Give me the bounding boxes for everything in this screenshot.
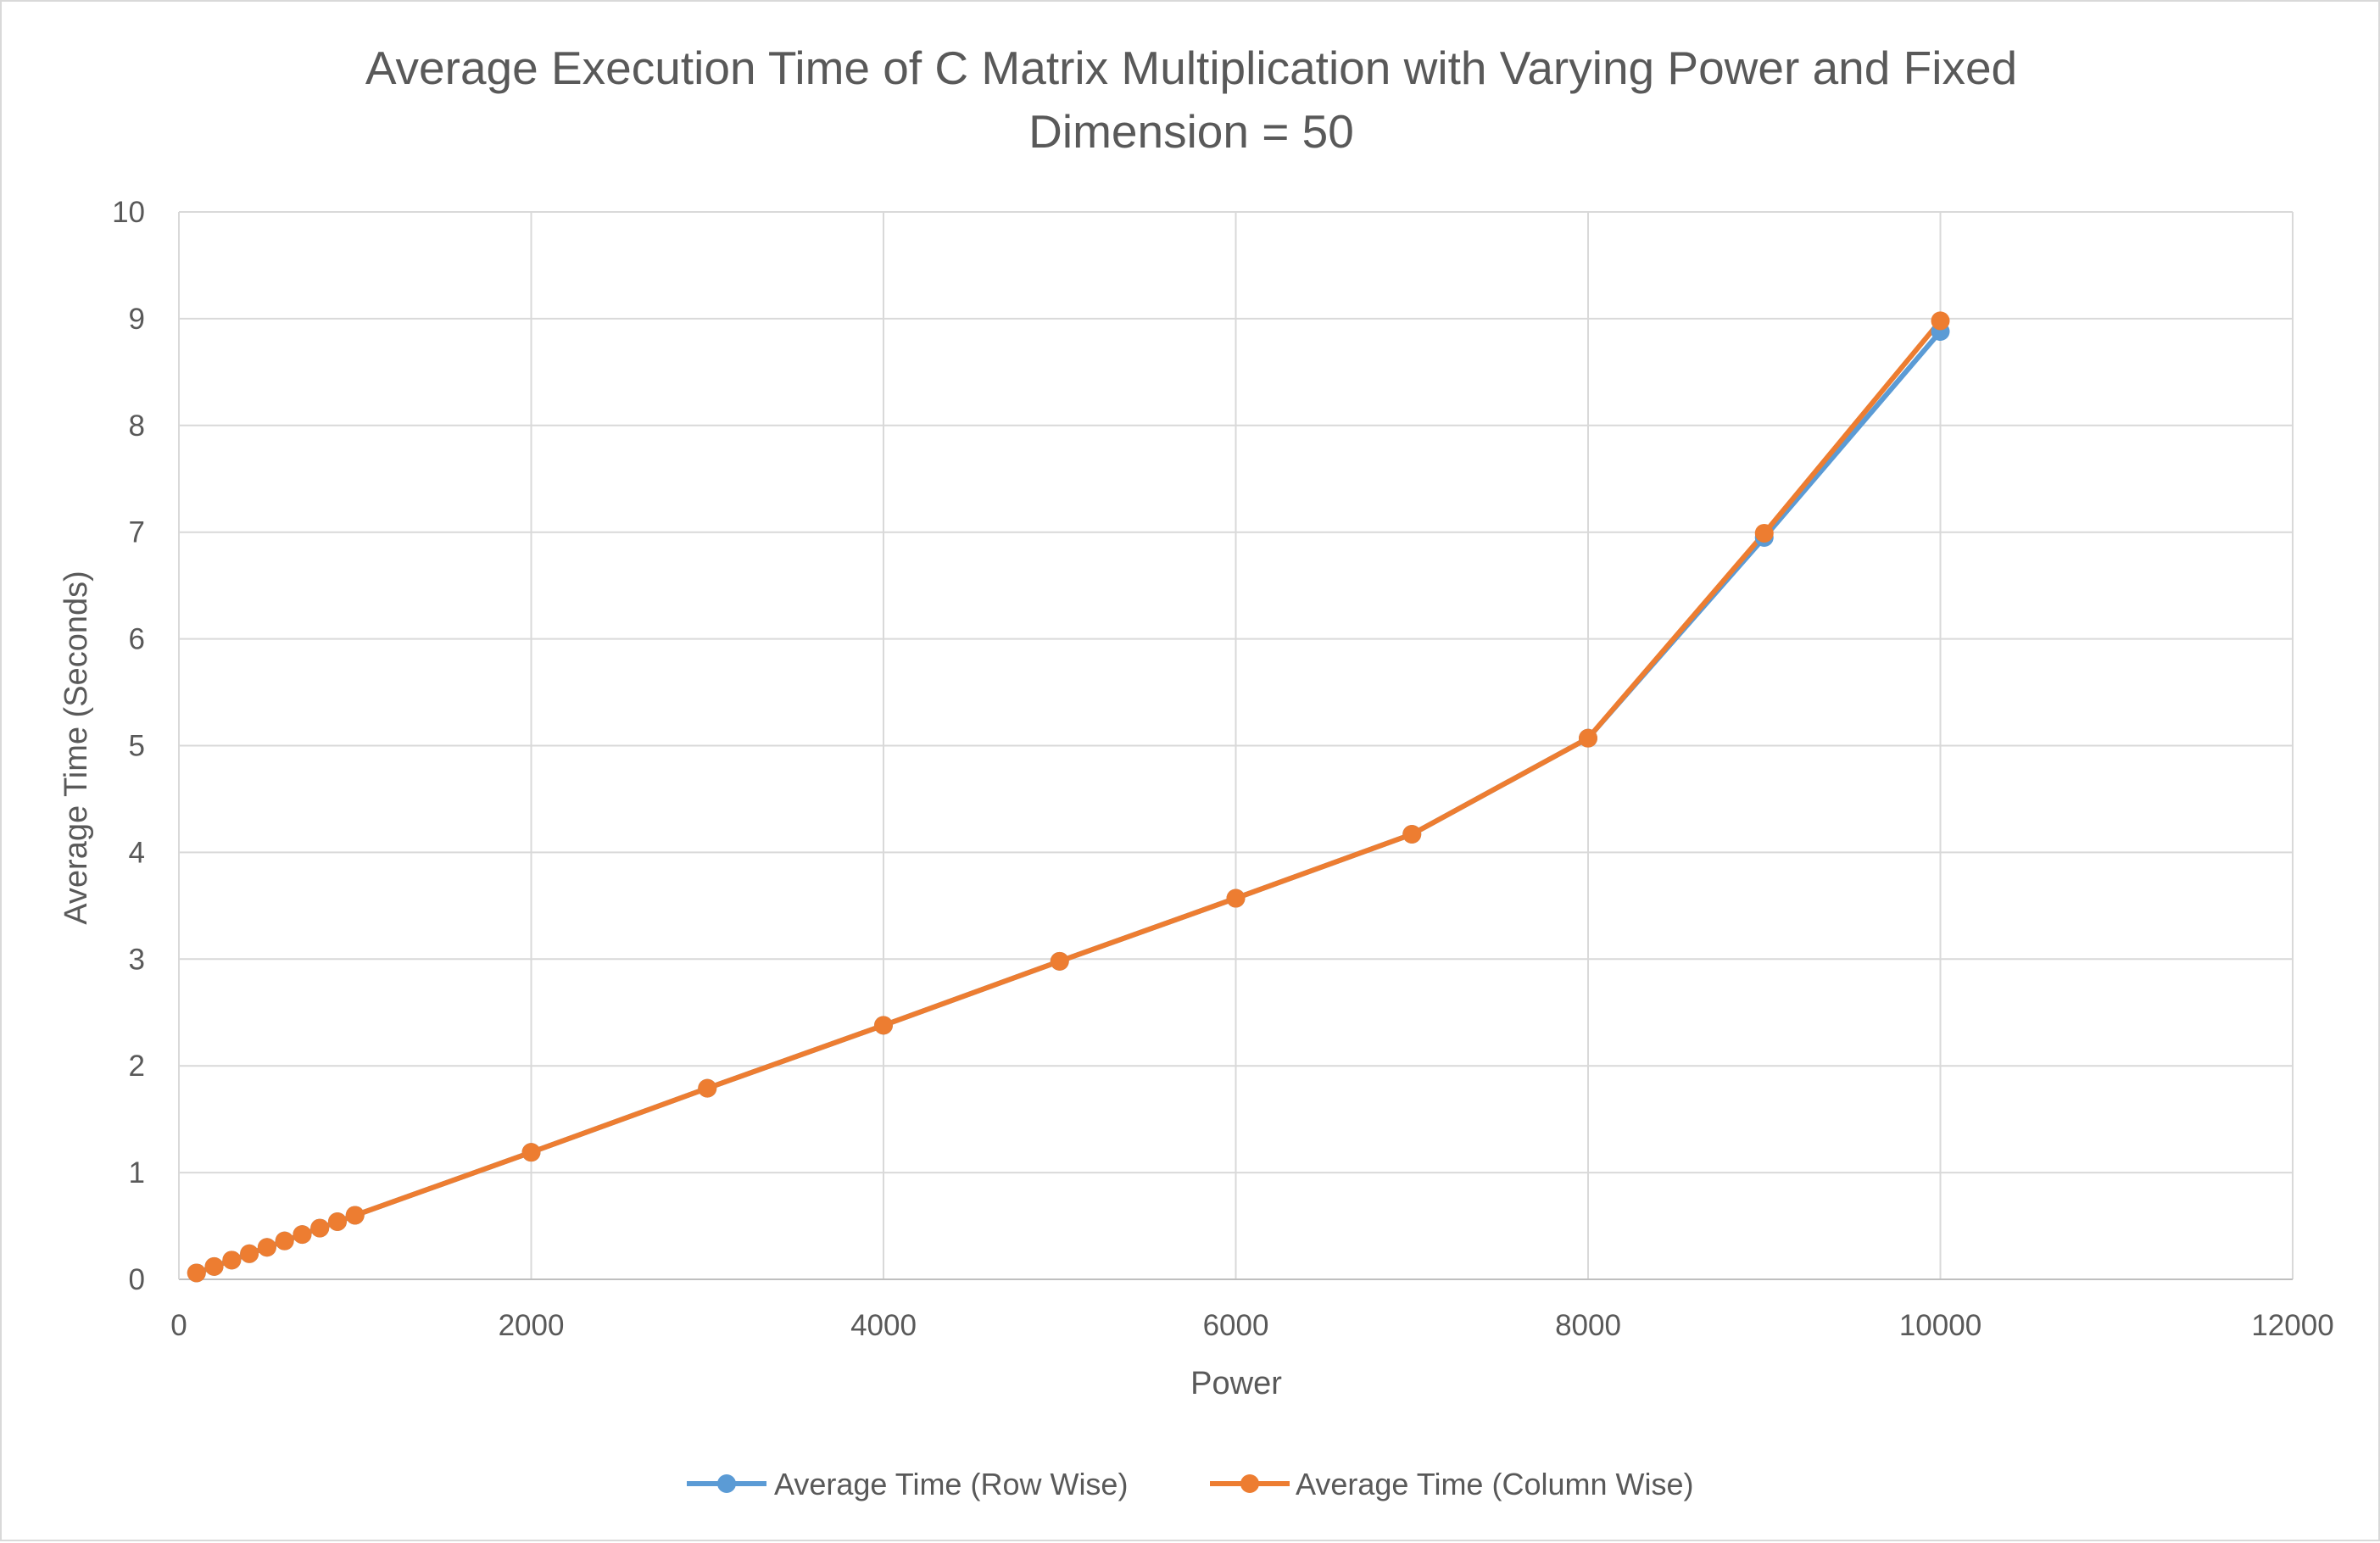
series-2-point (222, 1251, 242, 1270)
y-tick-label: 3 (129, 943, 145, 976)
series-2-point (1050, 951, 1069, 971)
series-2-point (345, 1206, 365, 1225)
series-2-point (1579, 728, 1597, 748)
y-tick-label: 9 (129, 303, 145, 336)
x-tick-label: 4000 (850, 1309, 917, 1342)
x-axis-title: Power (1190, 1366, 1282, 1401)
chart-title-line-1: Average Execution Time of C Matrix Multi… (365, 42, 2017, 94)
axes (178, 212, 2293, 1280)
series-2-point (275, 1231, 294, 1251)
y-tick-label: 0 (129, 1263, 145, 1296)
x-tick-label: 12000 (2251, 1309, 2333, 1342)
series-2-point (240, 1244, 259, 1263)
y-tick-labels: 0 1 2 3 4 5 6 7 8 9 10 (112, 196, 145, 1296)
series-line-1 (193, 329, 1943, 1276)
x-tick-label: 0 (170, 1309, 187, 1342)
series-2-point (1931, 311, 1950, 331)
gridlines (178, 211, 2294, 1280)
series-lines (193, 318, 1943, 1276)
series-2-point (310, 1218, 330, 1238)
series-2-point (327, 1212, 347, 1232)
chart-title-line-2: Dimension = 50 (1028, 105, 1354, 158)
legend-swatch-marker-2 (1240, 1474, 1259, 1493)
y-tick-label: 6 (129, 623, 145, 656)
y-tick-label: 1 (129, 1156, 145, 1189)
series-2-point (204, 1256, 224, 1276)
x-tick-labels: 0 2000 4000 6000 8000 10000 12000 (170, 1309, 2333, 1342)
y-axis-title: Average Time (Seconds) (59, 571, 94, 925)
series-2-point (257, 1238, 276, 1257)
legend-label-1: Average Time (Row Wise) (774, 1467, 1128, 1501)
y-tick-label: 2 (129, 1050, 145, 1083)
legend-swatch-marker-1 (717, 1474, 736, 1493)
legend: Average Time (Row Wise) Average Time (Col… (687, 1467, 1693, 1501)
series-2-point (1226, 888, 1246, 908)
x-tick-label: 8000 (1555, 1309, 1621, 1342)
series-markers (187, 311, 1950, 1283)
x-tick-label: 10000 (1899, 1309, 1981, 1342)
y-tick-label: 5 (129, 730, 145, 763)
y-tick-label: 4 (129, 836, 145, 869)
series-2-point (698, 1078, 717, 1098)
y-tick-label: 8 (129, 409, 145, 443)
series-2-point (521, 1143, 541, 1162)
series-2-point (874, 1016, 893, 1035)
series-2-point (1402, 824, 1422, 844)
x-tick-label: 6000 (1203, 1309, 1269, 1342)
series-2-point (293, 1225, 312, 1245)
y-tick-label: 10 (112, 196, 145, 229)
series-line-2 (193, 318, 1943, 1276)
x-tick-label: 2000 (499, 1309, 565, 1342)
legend-label-2: Average Time (Column Wise) (1296, 1467, 1693, 1501)
series-2-point (1754, 523, 1774, 543)
series-2-point (187, 1263, 206, 1283)
y-tick-label: 7 (129, 516, 145, 549)
